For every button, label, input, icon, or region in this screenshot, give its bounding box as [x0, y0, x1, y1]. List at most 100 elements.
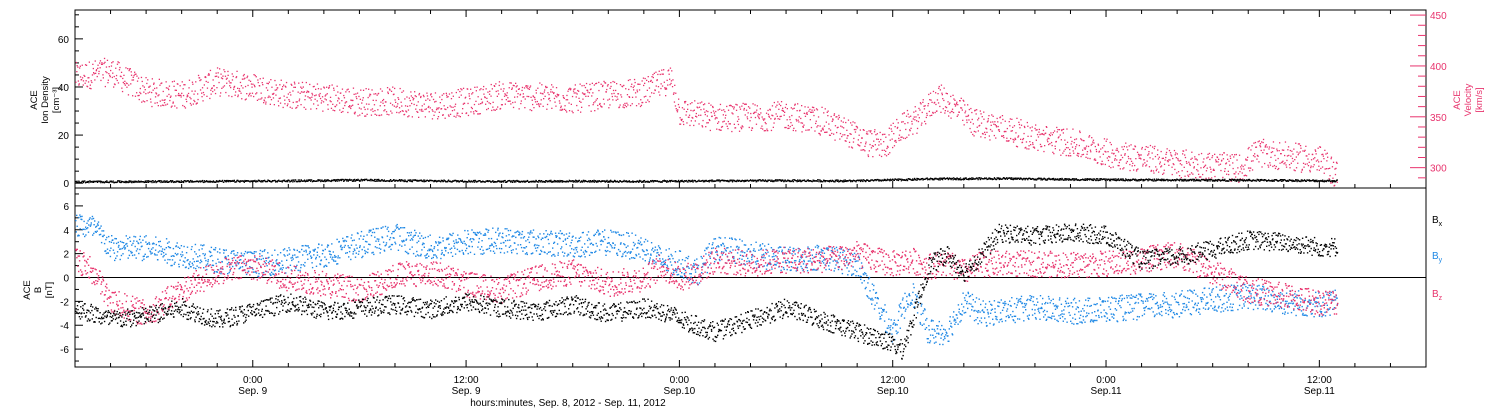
data-point	[776, 181, 777, 182]
data-point	[477, 113, 478, 114]
data-point	[276, 84, 277, 85]
data-point	[810, 119, 811, 120]
data-point	[615, 96, 616, 97]
data-point	[313, 103, 314, 104]
data-point	[371, 179, 372, 180]
data-point	[983, 112, 984, 113]
data-point	[818, 116, 819, 117]
data-point	[237, 96, 238, 97]
data-point	[1254, 153, 1255, 154]
data-point	[796, 119, 797, 120]
data-point	[539, 106, 540, 107]
data-point	[1102, 163, 1103, 164]
data-point	[640, 99, 641, 100]
data-point	[1002, 115, 1003, 116]
data-point	[1325, 153, 1326, 154]
data-point	[163, 91, 164, 92]
data-point	[265, 103, 266, 104]
data-point	[1166, 152, 1167, 153]
data-point	[1283, 150, 1284, 151]
data-point	[929, 99, 930, 100]
data-point	[1148, 151, 1149, 152]
data-point	[973, 135, 974, 136]
data-point	[869, 144, 870, 145]
data-point	[231, 96, 232, 97]
data-point	[1142, 147, 1143, 148]
data-point	[1109, 156, 1110, 157]
data-point	[751, 130, 752, 131]
data-point	[1287, 155, 1288, 156]
data-point	[968, 115, 969, 116]
data-point	[786, 104, 787, 105]
data-point	[507, 97, 508, 98]
data-point	[992, 131, 993, 132]
data-point	[1146, 164, 1147, 165]
data-point	[1299, 143, 1300, 144]
data-point	[926, 117, 927, 118]
data-point	[1285, 164, 1286, 165]
data-point	[156, 93, 157, 94]
data-point	[680, 124, 681, 125]
data-point	[938, 102, 939, 103]
data-point	[315, 89, 316, 90]
data-point	[542, 93, 543, 94]
data-point	[265, 97, 266, 98]
data-point	[876, 149, 877, 150]
data-point	[596, 100, 597, 101]
data-point	[1025, 147, 1026, 148]
data-point	[492, 88, 493, 89]
data-point	[1089, 158, 1090, 159]
data-point	[220, 74, 221, 75]
data-point	[281, 88, 282, 89]
data-point	[1264, 163, 1265, 164]
data-point	[116, 75, 117, 76]
data-point	[304, 91, 305, 92]
data-point	[352, 105, 353, 106]
data-point	[572, 96, 573, 97]
data-point	[889, 152, 890, 153]
data-point	[880, 143, 881, 144]
data-point	[569, 110, 570, 111]
data-point	[980, 110, 981, 111]
data-point	[649, 96, 650, 97]
data-point	[668, 70, 669, 71]
data-point	[94, 73, 95, 74]
data-point	[635, 82, 636, 83]
data-point	[451, 106, 452, 107]
data-point	[715, 118, 716, 119]
data-point	[785, 180, 786, 181]
data-point	[1306, 155, 1307, 156]
data-point	[104, 58, 105, 59]
data-point	[854, 129, 855, 130]
data-point	[1293, 161, 1294, 162]
data-point	[1128, 156, 1129, 157]
data-point	[959, 112, 960, 113]
data-point	[804, 113, 805, 114]
data-point	[133, 79, 134, 80]
data-point	[469, 95, 470, 96]
data-point	[1105, 151, 1106, 152]
data-point	[658, 86, 659, 87]
data-point	[1171, 167, 1172, 168]
data-point	[791, 107, 792, 108]
data-point	[333, 88, 334, 89]
data-point	[249, 93, 250, 94]
data-point	[537, 101, 538, 102]
data-point	[1019, 124, 1020, 125]
data-point	[1028, 145, 1029, 146]
data-point	[434, 111, 435, 112]
data-point	[700, 102, 701, 103]
data-point	[860, 181, 861, 182]
data-point	[90, 85, 91, 86]
data-point	[862, 181, 863, 182]
data-point	[165, 104, 166, 105]
data-point	[917, 114, 918, 115]
data-point	[938, 88, 939, 89]
data-point	[284, 100, 285, 101]
data-point	[622, 86, 623, 87]
data-point	[802, 123, 803, 124]
data-point	[644, 96, 645, 97]
data-point	[801, 122, 802, 123]
data-point	[1301, 172, 1302, 173]
data-point	[122, 91, 123, 92]
